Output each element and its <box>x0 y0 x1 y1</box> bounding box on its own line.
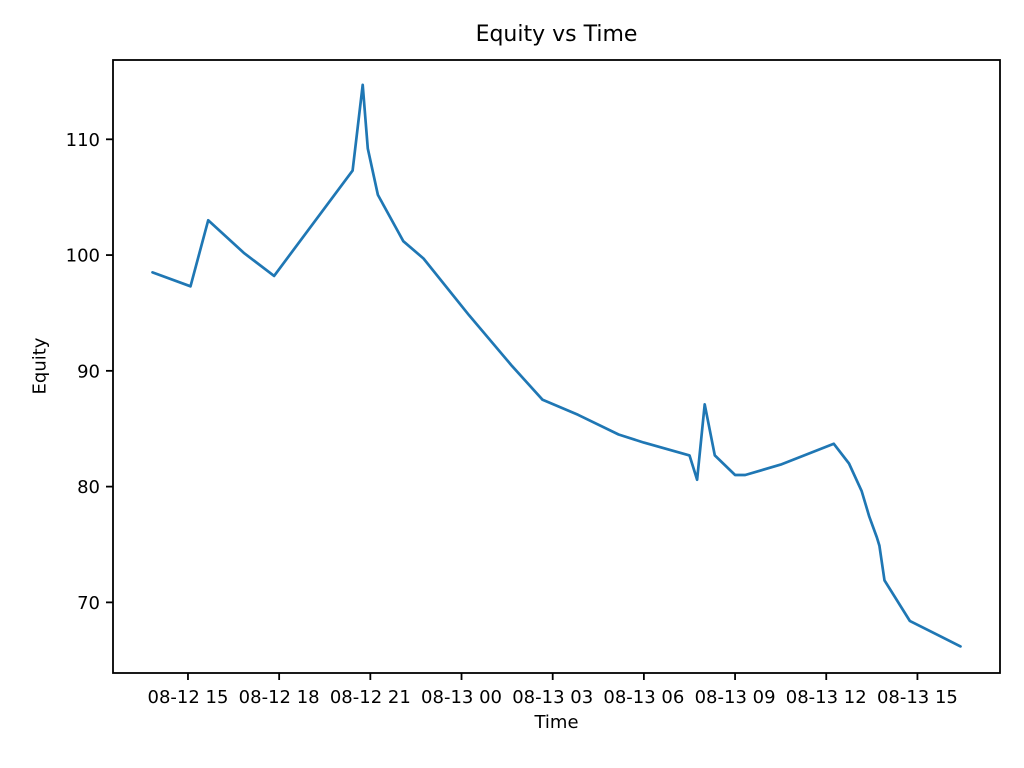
x-tick-label: 08-13 06 <box>603 687 684 708</box>
x-axis-label: Time <box>534 712 579 733</box>
x-tick-label: 08-13 03 <box>512 687 593 708</box>
x-tick-label: 08-13 00 <box>421 687 502 708</box>
y-tick-label: 110 <box>66 130 100 151</box>
x-tick-label: 08-12 15 <box>148 687 229 708</box>
x-tick-label: 08-13 09 <box>695 687 776 708</box>
chart-title: Equity vs Time <box>475 22 638 47</box>
plot-border <box>112 59 1001 674</box>
x-tick-label: 08-12 21 <box>330 687 411 708</box>
y-tick-label: 80 <box>77 477 100 498</box>
x-tick-label: 08-13 12 <box>786 687 867 708</box>
y-tick-label: 70 <box>77 593 100 614</box>
y-tick-label: 100 <box>66 246 100 267</box>
equity-series-line <box>151 83 962 648</box>
y-axis-label: Equity <box>29 337 51 395</box>
x-tick-label: 08-12 18 <box>239 687 320 708</box>
y-tick-label: 90 <box>77 361 100 382</box>
x-tick-label: 08-13 15 <box>877 687 958 708</box>
